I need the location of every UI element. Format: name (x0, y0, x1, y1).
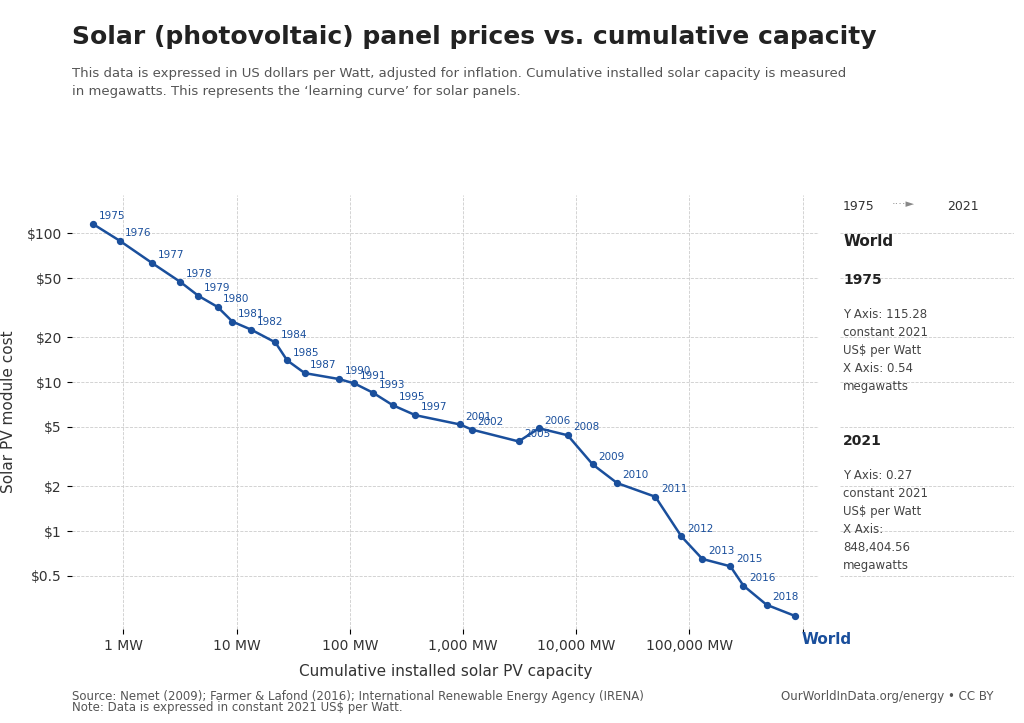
Text: 1981: 1981 (238, 309, 264, 319)
Point (243, 324, 259, 335)
Point (735, 580, 752, 591)
X-axis label: Cumulative installed solar PV capacity: Cumulative installed solar PV capacity (299, 664, 592, 679)
Text: 2015: 2015 (736, 554, 762, 563)
Text: 1984: 1984 (281, 330, 307, 340)
Point (267, 337, 284, 348)
Text: 2021: 2021 (843, 434, 882, 448)
Point (297, 367, 313, 379)
Text: 2006: 2006 (545, 416, 571, 426)
Text: 2009: 2009 (598, 452, 625, 462)
Point (673, 531, 689, 542)
Text: in Data: in Data (913, 55, 965, 68)
Text: 2010: 2010 (623, 471, 649, 480)
Point (112, 235, 128, 247)
Text: 2011: 2011 (660, 484, 687, 494)
Point (530, 422, 547, 434)
Point (190, 290, 207, 301)
Text: 1987: 1987 (310, 360, 337, 370)
Point (609, 477, 626, 489)
Point (365, 387, 381, 398)
Point (559, 429, 575, 441)
Point (647, 491, 664, 502)
Text: Y Axis: 0.27
constant 2021
US$ per Watt
X Axis:
848,404.56
megawatts: Y Axis: 0.27 constant 2021 US$ per Watt … (843, 469, 928, 571)
Point (85, 218, 101, 230)
Point (224, 316, 241, 328)
Text: 2008: 2008 (573, 422, 599, 432)
Text: 2002: 2002 (477, 417, 504, 427)
Text: 1982: 1982 (257, 317, 284, 327)
Text: Y Axis: 115.28
constant 2021
US$ per Watt
X Axis: 0.54
megawatts: Y Axis: 115.28 constant 2021 US$ per Wat… (843, 308, 928, 393)
Text: 2021: 2021 (947, 200, 979, 213)
Point (385, 399, 401, 411)
Text: 2018: 2018 (772, 592, 799, 602)
Point (408, 409, 424, 421)
Text: 1980: 1980 (223, 294, 250, 304)
Text: 1993: 1993 (379, 380, 404, 390)
Text: World: World (843, 234, 893, 249)
Point (722, 560, 738, 572)
Point (585, 458, 601, 470)
Text: 1976: 1976 (125, 228, 152, 238)
Text: Our World: Our World (903, 30, 975, 43)
Text: 1975: 1975 (98, 211, 125, 221)
Text: 1991: 1991 (360, 371, 386, 381)
Text: Source: Nemet (2009); Farmer & Lafond (2016); International Renewable Energy Age: Source: Nemet (2009); Farmer & Lafond (2… (72, 690, 643, 703)
Text: 1995: 1995 (398, 393, 425, 403)
Text: World: World (802, 633, 852, 647)
Point (464, 424, 480, 435)
Text: 1997: 1997 (421, 403, 447, 412)
Text: 1975: 1975 (843, 273, 882, 287)
Text: 1990: 1990 (344, 367, 371, 376)
Point (694, 553, 711, 565)
Text: 2012: 2012 (687, 523, 714, 534)
Point (452, 419, 468, 430)
Y-axis label: Solar PV module cost: Solar PV module cost (1, 331, 15, 493)
Point (209, 301, 225, 313)
Point (346, 377, 362, 389)
Text: 2013: 2013 (708, 546, 734, 556)
Point (279, 354, 295, 366)
Text: 1977: 1977 (158, 250, 184, 260)
Text: OurWorldInData.org/energy • CC BY: OurWorldInData.org/energy • CC BY (780, 690, 993, 703)
Text: 1979: 1979 (204, 283, 230, 293)
Point (331, 373, 347, 385)
Point (510, 436, 526, 448)
Text: This data is expressed in US dollars per Watt, adjusted for inflation. Cumulativ: This data is expressed in US dollars per… (72, 67, 846, 98)
Text: 1985: 1985 (293, 348, 319, 358)
Text: ····►: ····► (892, 200, 914, 210)
Text: 1975: 1975 (843, 200, 874, 213)
Text: Solar (photovoltaic) panel prices vs. cumulative capacity: Solar (photovoltaic) panel prices vs. cu… (72, 25, 877, 49)
Text: 2005: 2005 (524, 429, 551, 439)
Text: Note: Data is expressed in constant 2021 US$ per Watt.: Note: Data is expressed in constant 2021… (72, 701, 402, 714)
Point (172, 276, 188, 288)
Point (786, 610, 803, 622)
Text: 1978: 1978 (186, 269, 213, 279)
Text: 2016: 2016 (749, 573, 775, 583)
Point (759, 599, 775, 610)
Text: 2001: 2001 (466, 411, 492, 422)
Point (144, 257, 161, 269)
